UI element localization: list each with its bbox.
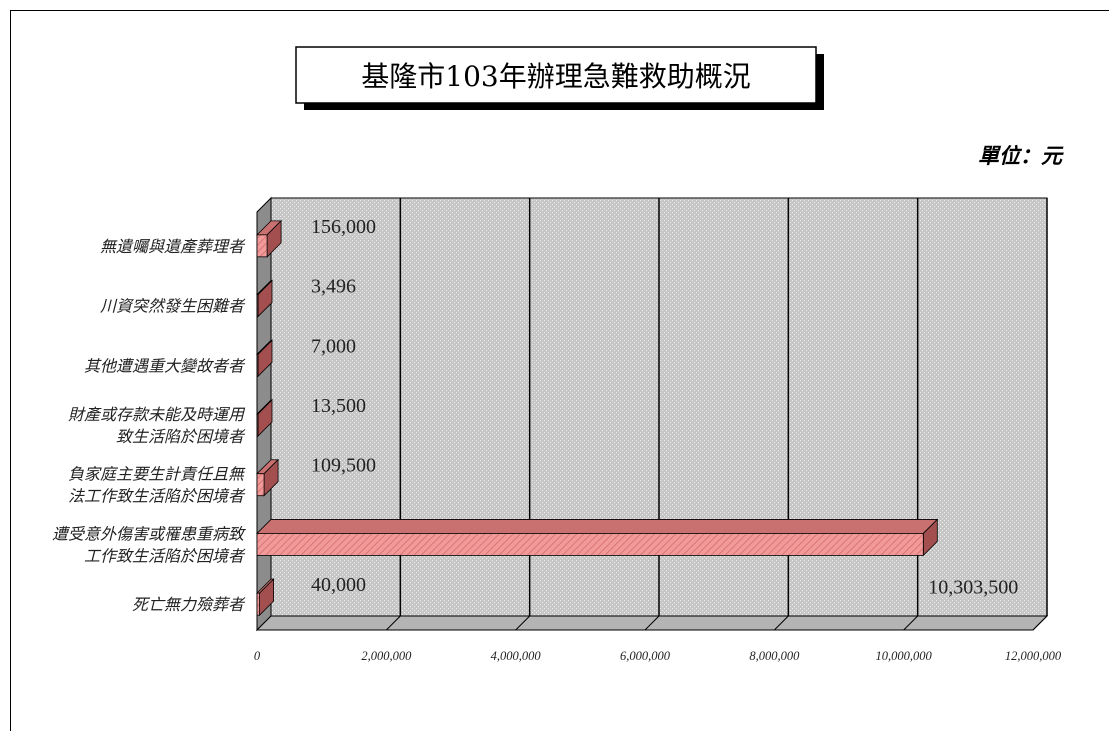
data-label: 156,000 [311,216,376,238]
category-label: 遭受意外傷害或罹患重病致 [52,524,246,543]
gridline-floor [515,615,531,631]
category-label: 川資突然發生困難者 [100,297,246,316]
x-tick-label: 6,000,000 [620,649,671,663]
category-label: 法工作致生活陷於困境者 [68,487,246,506]
gridline-floor [773,615,789,631]
chart-title: 基隆市103年辦理急難救助概況 [361,60,750,93]
x-tick-label: 4,000,000 [491,649,542,663]
gridline-floor [903,615,919,631]
category-label: 死亡無力殮葬者 [132,595,246,614]
bar-front [256,353,259,377]
bar-group [256,219,939,617]
bar-front [256,592,260,616]
x-tick-label: 12,000,000 [1005,649,1062,663]
bar-top [256,519,939,534]
category-label: 財產或存款未能及時運用 [68,405,246,424]
bar-front [256,533,924,556]
category-label: 無遺囑與遺產葬理者 [100,237,246,256]
unit-label: 單位：元 [978,143,1064,168]
bar [256,518,939,557]
bar-front [256,413,259,437]
category-label: 工作致生活陷於困境者 [84,546,246,565]
x-tick-label: 2,000,000 [361,649,412,663]
data-label: 13,500 [311,395,366,417]
data-label: 40,000 [311,574,366,596]
gridline-floor [1032,615,1048,631]
gridline-floor [644,615,660,631]
data-label: 3,496 [311,276,356,298]
chart-frame [10,10,1109,731]
x-tick-label: 10,000,000 [876,649,933,663]
bar [256,399,273,437]
category-label: 致生活陷於困境者 [116,427,246,446]
category-label: 負家庭主要生計責任且無 [68,465,246,484]
category-label: 其他遭遇重大變故者者 [84,356,246,375]
chart-title-box: 基隆市103年辦理急難救助概況 [295,46,824,110]
data-label: 109,500 [311,455,376,477]
x-tick-label: 0 [254,649,261,663]
label-group: 0 2,000,000 4,000,000 6,000,000 8,000,000 10,… [52,216,1062,663]
bar-front [256,294,259,317]
data-label: 10,303,500 [928,576,1018,598]
data-label: 7,000 [311,335,356,357]
bar-front [256,473,265,497]
gridline-floor [385,615,401,631]
bar [256,458,280,497]
bar-front [256,234,268,258]
plot-area [255,196,1049,632]
bar [256,279,273,318]
x-tick-label: 8,000,000 [749,649,800,663]
bar [256,219,283,258]
bar [256,578,275,617]
bar [256,339,273,378]
